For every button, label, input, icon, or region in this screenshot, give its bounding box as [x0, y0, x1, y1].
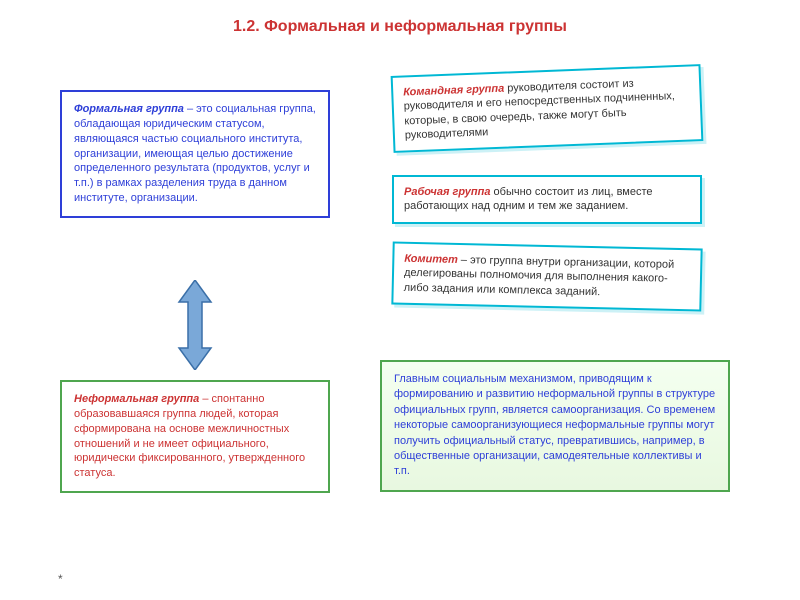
- box-informal-group: Неформальная группа – спонтанно образова…: [60, 380, 330, 493]
- informal-term: Неформальная группа: [74, 393, 199, 405]
- informal-body: – спонтанно образовавшаяся группа людей,…: [74, 393, 305, 479]
- formal-term: Формальная группа: [74, 103, 184, 115]
- box-committee: Комитет – это группа внутри организации,…: [391, 241, 702, 311]
- formal-body: – это социальная группа, обладающая юрид…: [74, 103, 316, 204]
- page-title: 1.2. Формальная и неформальная группы: [0, 0, 800, 36]
- work-term: Рабочая группа: [404, 186, 490, 198]
- box-mechanism: Главным социальным механизмом, приводящи…: [380, 360, 730, 492]
- command-term: Командная группа: [403, 83, 504, 99]
- box-work-group: Рабочая группа обычно состоит из лиц, вм…: [392, 175, 702, 224]
- double-arrow-icon: [175, 280, 215, 370]
- box-formal-group: Формальная группа – это социальная групп…: [60, 90, 330, 218]
- footnote-asterisk: *: [58, 572, 63, 586]
- box-command-group: Командная группа руководителя состоит из…: [391, 64, 704, 153]
- committee-term: Комитет: [404, 253, 458, 266]
